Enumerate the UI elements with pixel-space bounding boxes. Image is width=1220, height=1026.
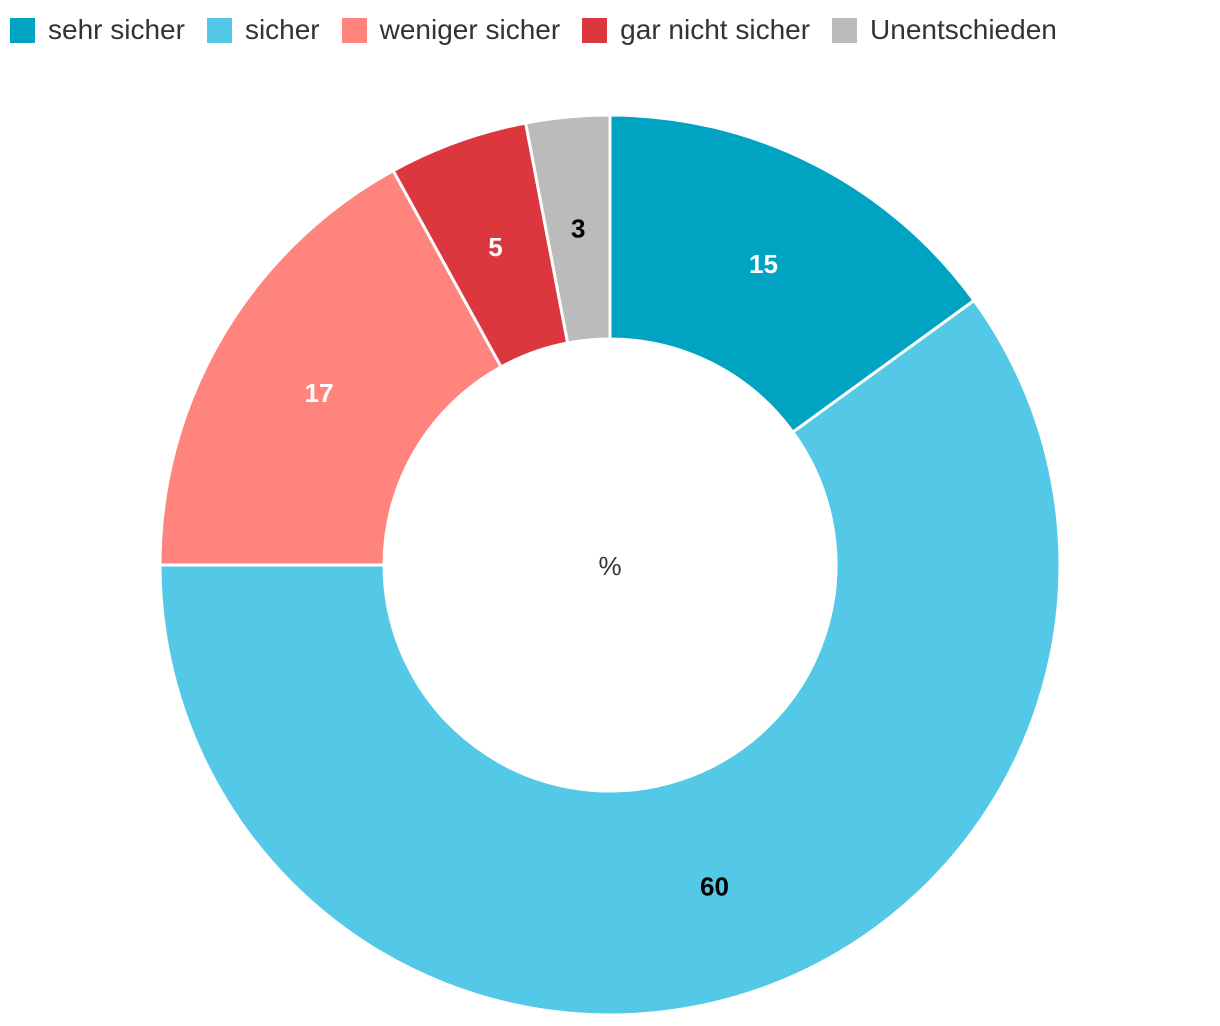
chart-legend: sehr sicher sicher weniger sicher gar ni… <box>10 14 1079 46</box>
legend-item-sehr-sicher: sehr sicher <box>10 14 185 46</box>
legend-label: gar nicht sicher <box>620 14 811 45</box>
legend-swatch <box>206 17 232 43</box>
legend-item-unentschieden: Unentschieden <box>832 14 1057 46</box>
slice-value-label: 3 <box>571 214 585 244</box>
legend-swatch <box>10 17 35 43</box>
donut-value-labels: 15 60 17 5 3 <box>305 214 778 902</box>
donut-slices <box>158 113 1062 1017</box>
donut-slice-sicher <box>158 298 1062 1017</box>
legend-label: sehr sicher <box>48 14 185 45</box>
legend-item-sicher: sicher <box>206 14 320 46</box>
slice-value-label: 5 <box>488 232 502 262</box>
donut-slice-sehr-sicher <box>608 113 977 435</box>
center-unit-label: % <box>598 551 621 581</box>
slice-value-label: 60 <box>700 871 729 901</box>
legend-swatch <box>341 17 367 43</box>
legend-label: weniger sicher <box>379 14 561 45</box>
donut-slice-weniger-sicher <box>158 168 504 567</box>
legend-item-weniger-sicher: weniger sicher <box>341 14 561 46</box>
legend-item-gar-nicht-sicher: gar nicht sicher <box>582 14 810 46</box>
legend-swatch <box>582 17 608 43</box>
slice-value-label: 17 <box>305 378 334 408</box>
slice-value-label: 15 <box>749 249 778 279</box>
donut-slice-unentschieden <box>523 113 612 345</box>
legend-label: Unentschieden <box>870 14 1057 45</box>
legend-label: sicher <box>244 14 320 45</box>
legend-swatch <box>832 17 858 43</box>
